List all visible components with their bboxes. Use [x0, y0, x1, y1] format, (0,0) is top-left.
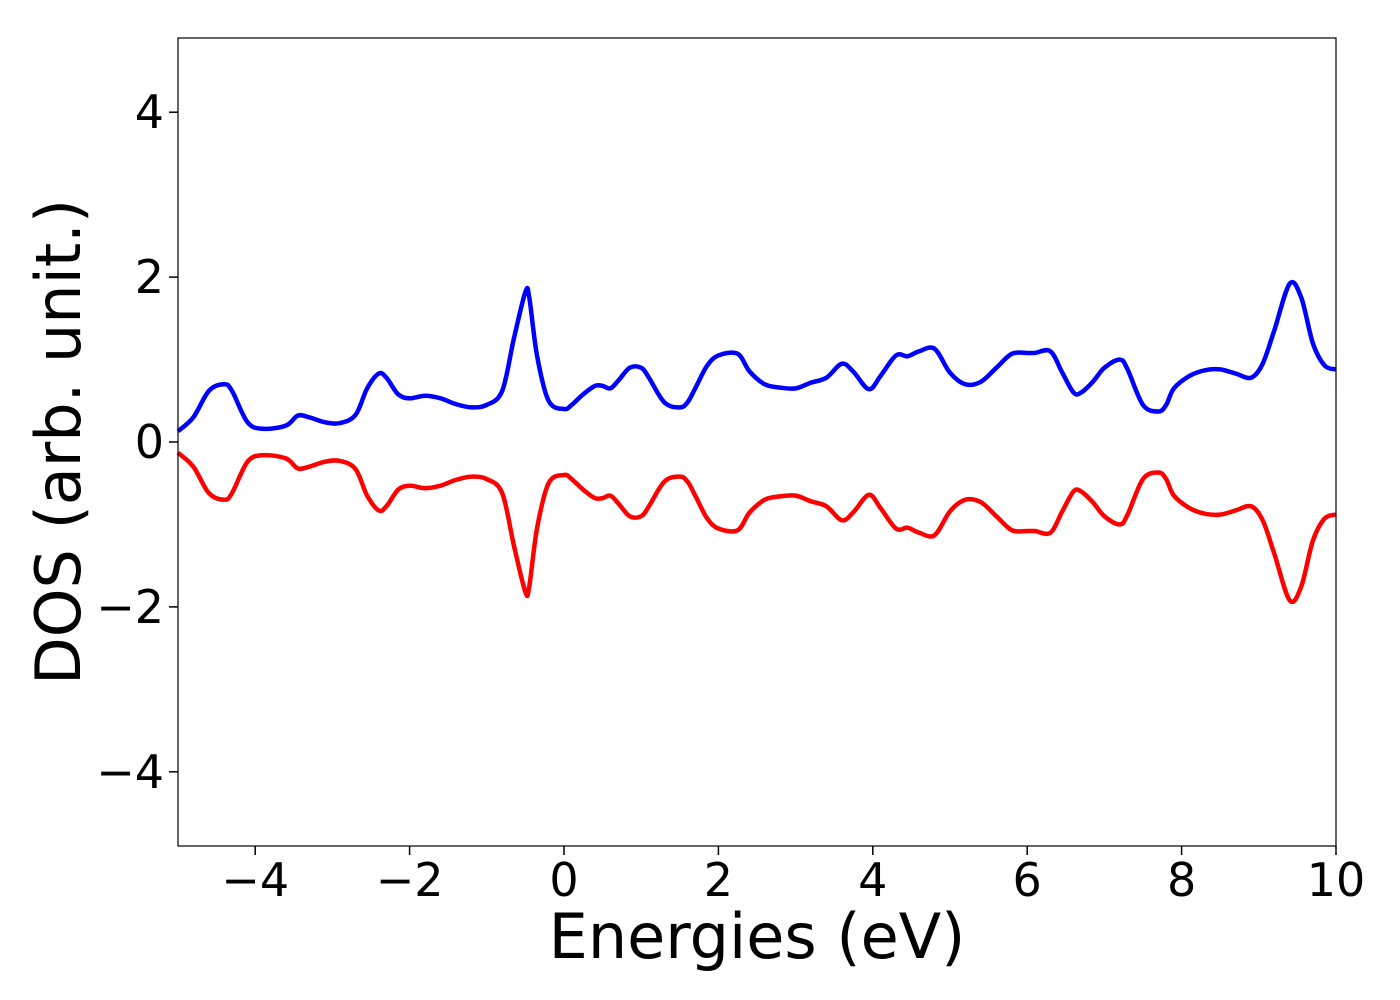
series-line-2	[176, 450, 1337, 605]
x-tick-label: 10	[1307, 853, 1366, 907]
x-tick-label: 8	[1167, 853, 1196, 907]
x-tick-label: −4	[221, 853, 289, 907]
y-tick-label: 0	[135, 415, 164, 469]
y-tick-label: −2	[96, 580, 164, 634]
x-tick-label: 2	[704, 853, 733, 907]
y-tick-label: 2	[135, 250, 164, 304]
y-tick-label: 4	[135, 85, 164, 139]
series-line-1	[176, 279, 1337, 434]
series-layer	[176, 279, 1337, 605]
y-axis: −4 −2 0 2 4	[96, 85, 178, 799]
y-tick-label: −4	[96, 745, 164, 799]
x-tick-label: −2	[376, 853, 444, 907]
y-axis-title: DOS (arb. unit.)	[22, 199, 95, 685]
x-axis-title: Energies (eV)	[549, 900, 966, 973]
x-axis: −4 −2 0 2 4 6 8 10	[221, 846, 1365, 907]
x-tick-label: 0	[549, 853, 578, 907]
x-tick-label: 4	[858, 853, 887, 907]
x-tick-label: 6	[1013, 853, 1042, 907]
